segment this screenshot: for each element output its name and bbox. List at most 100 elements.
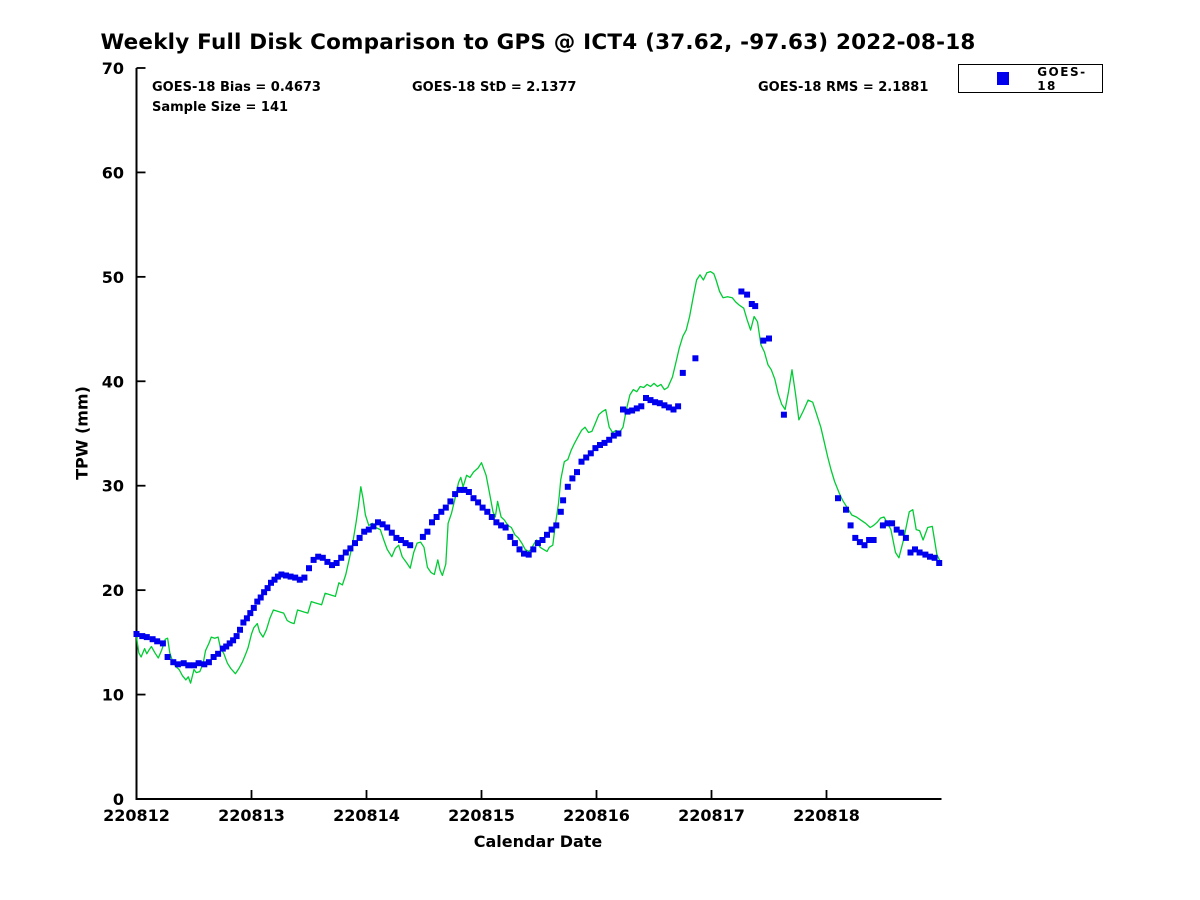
goes18-data-point: [752, 303, 759, 310]
legend: GOES-18: [958, 64, 1103, 93]
goes18-data-point: [578, 458, 585, 465]
goes18-data-point: [240, 619, 247, 626]
goes18-data-point: [507, 533, 514, 540]
bias-annotation: GOES-18 Bias = 0.4673: [152, 80, 321, 95]
goes18-data-point: [647, 397, 654, 404]
goes18-data-point: [525, 551, 532, 558]
goes18-data-point: [624, 408, 631, 415]
goes18-data-point: [223, 643, 230, 650]
goes18-data-point: [429, 519, 435, 526]
goes18-data-point: [530, 546, 537, 553]
goes18-data-point: [257, 594, 264, 601]
goes18-data-point: [296, 576, 303, 583]
goes18-data-point: [498, 522, 505, 529]
goes18-data-point: [488, 514, 495, 520]
goes18-data-point: [159, 640, 166, 647]
goes18-data-point: [237, 626, 243, 633]
goes18-data-point: [465, 489, 472, 495]
goes18-data-point: [670, 406, 677, 413]
goes18-data-point: [243, 615, 250, 622]
goes18-data-point: [447, 498, 454, 505]
goes18-data-point: [274, 573, 281, 580]
goes18-data-point: [261, 589, 268, 596]
goes18-data-point: [393, 534, 400, 541]
x-tick-label: 220818: [793, 806, 860, 825]
goes18-data-point: [692, 355, 699, 362]
goes18-data-point: [898, 529, 905, 536]
y-tick-label: 50: [102, 268, 124, 287]
chart-title: Weekly Full Disk Comparison to GPS @ ICT…: [100, 30, 976, 55]
goes18-data-point: [315, 553, 322, 560]
goes18-data-point: [195, 660, 202, 667]
goes18-data-point: [592, 445, 599, 452]
y-tick-label: 30: [102, 477, 124, 496]
goes18-data-point: [931, 554, 938, 561]
y-tick-label: 60: [102, 163, 124, 182]
goes18-data-point: [287, 573, 294, 580]
goes18-data-point: [456, 486, 463, 493]
goes18-data-point: [370, 523, 377, 530]
goes18-data-point: [352, 540, 358, 547]
goes18-data-point: [902, 534, 909, 541]
y-tick-label: 0: [113, 790, 124, 809]
y-tick-label: 10: [102, 686, 124, 705]
goes18-data-point: [916, 549, 923, 556]
goes18-data-point: [329, 562, 335, 569]
goes18-data-point: [143, 634, 150, 641]
goes18-data-point: [442, 504, 449, 511]
goes18-data-point: [215, 650, 222, 657]
goes18-data-point: [278, 571, 285, 578]
goes18-data-point: [319, 554, 326, 561]
goes18-data-point: [557, 508, 564, 515]
goes18-data-point: [205, 659, 212, 666]
goes18-data-point: [893, 526, 900, 533]
x-tick-label: 220817: [678, 806, 745, 825]
goes18-data-point: [149, 636, 156, 643]
x-tick-label: 220812: [103, 806, 170, 825]
goes18-data-point: [569, 475, 576, 482]
goes18-data-point: [511, 540, 518, 547]
goes18-data-point: [884, 520, 891, 527]
goes18-data-point: [922, 551, 929, 558]
rms-annotation: GOES-18 RMS = 2.1881: [758, 80, 929, 95]
goes18-data-point: [615, 430, 622, 437]
goes18-data-point: [484, 508, 491, 515]
goes18-data-point: [852, 534, 859, 541]
goes18-data-point: [461, 486, 468, 493]
goes18-data-point: [185, 662, 192, 669]
goes18-data-point: [516, 546, 523, 553]
goes18-data-point: [652, 399, 659, 406]
goes18-data-point: [564, 483, 571, 490]
goes18-data-point: [338, 554, 345, 561]
goes18-data-point: [210, 654, 217, 660]
goes18-data-point: [936, 560, 943, 566]
goes18-data-point: [247, 610, 254, 617]
goes18-data-point: [620, 406, 626, 413]
goes18-data-point: [452, 491, 459, 498]
sample-size-annotation: Sample Size = 141: [152, 100, 289, 115]
goes18-data-point: [342, 549, 349, 556]
gps-line: [135, 270, 941, 684]
goes18-data-point: [760, 337, 767, 344]
goes18-data-point: [254, 598, 261, 605]
goes18-data-point: [361, 528, 368, 535]
goes18-data-point: [250, 604, 257, 611]
goes18-data-point: [843, 506, 849, 513]
goes18-data-point: [574, 469, 580, 476]
goes18-data-point: [548, 526, 555, 533]
goes18-data-point: [560, 497, 567, 504]
goes18-data-point: [856, 539, 863, 546]
goes18-data-point: [587, 450, 594, 457]
goes18-data-point: [139, 633, 146, 640]
goes18-data-point: [583, 454, 590, 461]
goes18-data-point: [268, 579, 274, 586]
goes18-data-point: [675, 403, 682, 410]
goes18-data-point: [424, 528, 431, 535]
goes18-data-point: [835, 495, 841, 502]
std-annotation: GOES-18 StD = 2.1377: [412, 80, 577, 95]
goes18-data-point: [879, 522, 886, 529]
goes18-data-point: [544, 531, 550, 538]
goes18-data-point: [553, 522, 560, 529]
